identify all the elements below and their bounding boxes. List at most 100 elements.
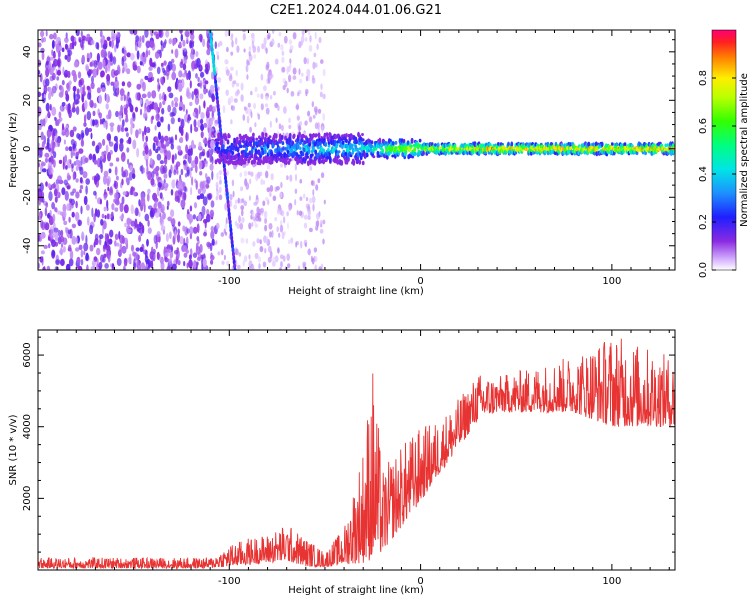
heatmap-cell <box>229 193 233 201</box>
heatmap-cell <box>44 152 50 158</box>
heatmap-cell <box>248 50 251 57</box>
heatmap-cell <box>93 119 98 126</box>
heatmap-cell <box>318 158 322 165</box>
heatmap-cell <box>89 61 93 67</box>
heatmap-cell <box>64 73 68 78</box>
heatmap-cell <box>121 245 127 254</box>
heatmap-cell <box>115 242 120 247</box>
heatmap-cell <box>201 205 206 216</box>
heatmap-cell <box>53 58 58 67</box>
heatmap-cell <box>133 258 136 268</box>
heatmap-cell <box>178 70 183 78</box>
heatmap-cell <box>106 233 110 243</box>
heatmap-cell <box>56 36 61 45</box>
heatmap-cell <box>72 143 76 150</box>
heatmap-cell <box>324 141 328 147</box>
heatmap-cell <box>115 76 118 82</box>
heatmap-cell <box>283 106 287 114</box>
heatmap-cell <box>207 194 212 201</box>
heatmap-cell <box>146 263 149 268</box>
heatmap-cell <box>89 244 94 252</box>
heatmap-cell <box>264 248 267 254</box>
heatmap-cell <box>211 170 214 181</box>
heatmap-cell <box>434 143 437 147</box>
heatmap-cell <box>123 204 129 214</box>
heatmap-cell <box>237 264 241 270</box>
heatmap-cell <box>81 54 86 64</box>
heatmap-cell <box>174 153 177 160</box>
heatmap-cell <box>185 236 189 246</box>
heatmap-cell <box>385 154 389 160</box>
heatmap-cell <box>305 197 309 202</box>
heatmap-cell <box>38 106 42 116</box>
snr-y-label: SNR (10 * v/v) <box>8 414 19 485</box>
heatmap-cell <box>214 41 217 49</box>
heatmap-cell <box>252 45 257 53</box>
heatmap-cell <box>327 143 331 148</box>
heatmap-cell <box>230 66 234 71</box>
heatmap-cell <box>206 48 211 56</box>
heatmap-cell <box>186 36 189 44</box>
heatmap-cell <box>110 263 113 268</box>
heatmap-cell <box>187 154 192 164</box>
heatmap-cell <box>80 249 84 258</box>
heatmap-cell <box>381 148 384 155</box>
heatmap-cell <box>114 233 119 241</box>
heatmap-cell <box>288 132 292 139</box>
heatmap-cell <box>194 155 199 165</box>
x-tick-label: -100 <box>218 576 241 587</box>
heatmap-cell <box>162 100 166 106</box>
heatmap-cell <box>277 146 281 151</box>
heatmap-cell <box>270 173 274 181</box>
heatmap-cell <box>308 143 311 147</box>
heatmap-cell <box>38 234 41 242</box>
heatmap-cell <box>130 117 134 127</box>
heatmap-cell <box>322 219 326 225</box>
heatmap-cell <box>123 169 129 178</box>
heatmap-cell <box>230 35 234 41</box>
heatmap-cell <box>257 171 261 179</box>
heatmap-cell <box>165 30 170 38</box>
heatmap-cell <box>323 138 326 143</box>
heatmap-cell <box>255 137 259 141</box>
heatmap-cell <box>259 159 263 164</box>
heatmap-cell <box>173 97 179 103</box>
heatmap-cell <box>115 200 120 206</box>
heatmap-cell <box>242 33 246 41</box>
heatmap-cell <box>241 209 244 217</box>
heatmap-cell <box>275 117 278 123</box>
heatmap-cell <box>206 150 210 158</box>
heatmap-cell <box>104 232 108 242</box>
heatmap-cell <box>288 136 292 143</box>
heatmap-cell <box>80 259 84 266</box>
heatmap-cell <box>316 220 320 228</box>
y-tick-label: 4000 <box>22 414 33 439</box>
heatmap-cell <box>127 81 132 88</box>
heatmap-cell <box>136 223 140 232</box>
heatmap-cell <box>40 30 45 38</box>
heatmap-cell <box>135 35 140 43</box>
heatmap-cell <box>51 91 54 97</box>
heatmap-cell <box>113 91 118 97</box>
heatmap-cell <box>180 127 184 137</box>
heatmap-cell <box>167 86 172 93</box>
heatmap-cell <box>177 260 181 266</box>
heatmap-cell <box>267 256 272 263</box>
y-tick-label: 0 <box>22 146 33 152</box>
heatmap-cell <box>79 85 83 94</box>
heatmap-cell <box>38 199 41 206</box>
heatmap-cell <box>144 30 149 38</box>
heatmap-cell <box>57 118 61 124</box>
heatmap-cell <box>109 122 115 127</box>
heatmap-cell <box>219 138 223 144</box>
heatmap-cell <box>86 85 91 91</box>
heatmap-cell <box>69 159 72 165</box>
heatmap-cell <box>181 73 187 78</box>
heatmap-cell <box>166 150 172 161</box>
heatmap-cell <box>80 129 85 140</box>
heatmap-cell <box>66 203 71 212</box>
colorbar-tick-label: 0.8 <box>698 70 709 86</box>
heatmap-cell <box>96 247 101 256</box>
heatmap-cell <box>260 103 264 111</box>
heatmap-cell <box>247 61 251 66</box>
